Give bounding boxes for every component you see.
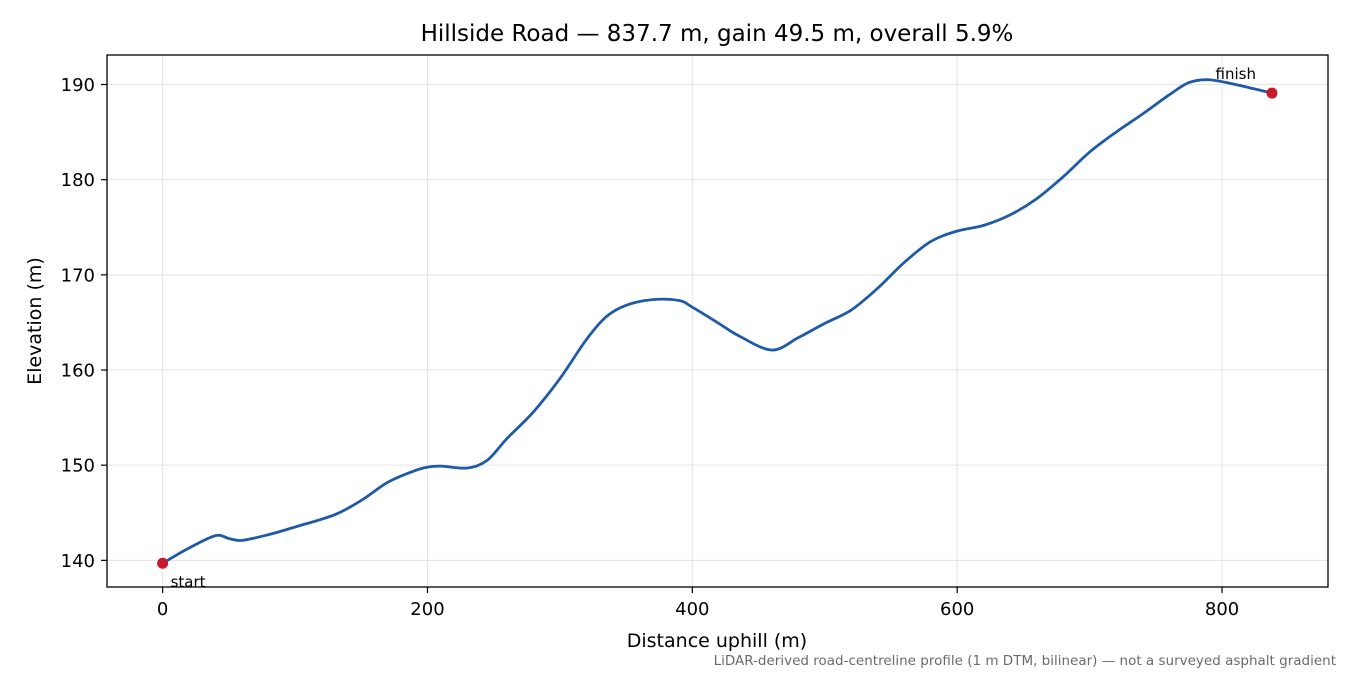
elevation-series-line [161, 78, 1274, 565]
series-layer [161, 78, 1274, 565]
y-tick-label: 150 [61, 456, 95, 477]
x-axis-label: Distance uphill (m) [627, 630, 807, 652]
start-label: start [171, 573, 206, 591]
y-tick-label: 170 [61, 265, 95, 286]
finish-label: finish [1216, 65, 1256, 83]
grid-lines [107, 55, 1328, 587]
x-tick-label: 400 [675, 599, 709, 620]
x-tick-label: 200 [410, 599, 444, 620]
x-tick-label: 800 [1205, 599, 1239, 620]
y-tick-label: 160 [61, 361, 95, 382]
x-axis-ticks: 0 200 400 600 800 [157, 587, 1239, 620]
x-tick-label: 600 [940, 599, 974, 620]
chart-title: Hillside Road — 837.7 m, gain 49.5 m, ov… [421, 21, 1014, 47]
plot-frame [106, 54, 1329, 588]
finish-point [1266, 87, 1278, 99]
footnote: LiDAR-derived road-centreline profile (1… [714, 653, 1336, 669]
start-point [157, 557, 169, 569]
y-axis-ticks: 140 150 160 170 180 190 [61, 75, 107, 572]
y-tick-label: 140 [61, 551, 95, 572]
y-tick-label: 180 [61, 170, 95, 191]
x-tick-label: 0 [157, 599, 168, 620]
y-tick-label: 190 [61, 75, 95, 96]
y-axis-label: Elevation (m) [24, 257, 46, 385]
